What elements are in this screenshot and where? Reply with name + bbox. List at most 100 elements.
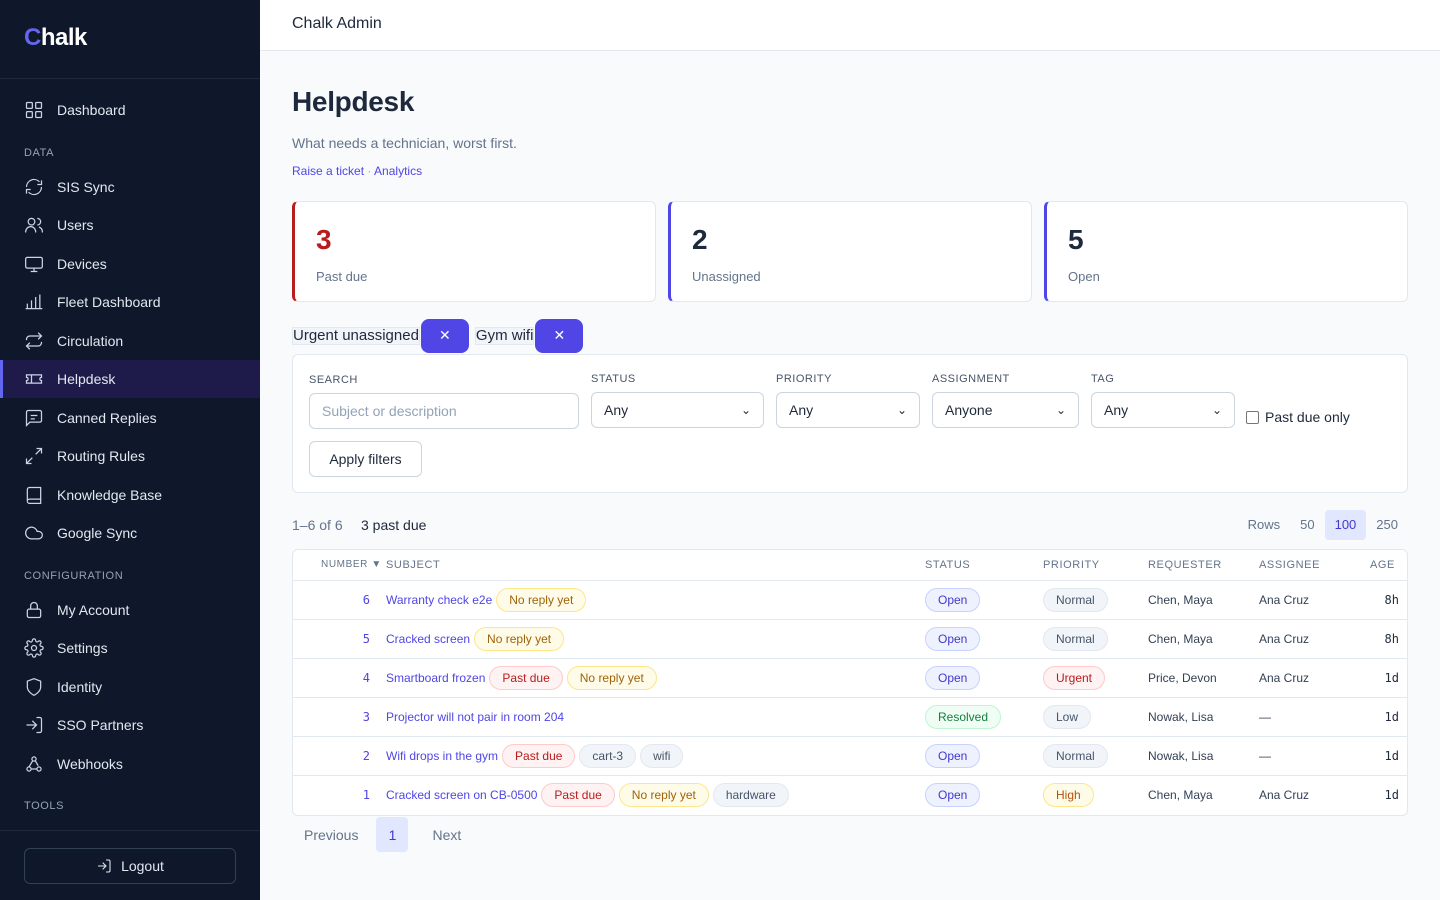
sidebar-item-canned-replies[interactable]: Canned Replies xyxy=(0,399,260,437)
status-cell: Open xyxy=(925,737,981,775)
app-title: Chalk Admin xyxy=(292,15,382,32)
dashboard-icon xyxy=(25,101,43,119)
rows-per-page: Rows 50 100 250 xyxy=(1238,510,1408,540)
sidebar-item-knowledge-base[interactable]: Knowledge Base xyxy=(0,476,260,514)
main-content: Helpdesk What needs a technician, worst … xyxy=(292,51,1408,852)
ticket-number[interactable]: 4 xyxy=(362,671,370,685)
brand-logo[interactable]: Chalk xyxy=(0,0,260,79)
sidebar-item-settings[interactable]: Settings xyxy=(0,629,260,667)
header-requester[interactable]: REQUESTER xyxy=(1148,559,1222,571)
rows-option-250[interactable]: 250 xyxy=(1376,517,1398,532)
ticket-subject-link[interactable]: Warranty check e2e xyxy=(386,593,493,607)
table-row[interactable]: 2 Wifi drops in the gym Past due cart-3 wif… xyxy=(293,737,1407,776)
tag-select[interactable]: Any ⌄ xyxy=(1091,392,1235,428)
ticket-age: 1d xyxy=(1384,788,1399,802)
stat-card-open[interactable]: 5 Open xyxy=(1044,201,1408,302)
ticket-subject-cell: Warranty check e2e No reply yet xyxy=(386,581,590,619)
page-button-1[interactable]: 1 xyxy=(376,817,409,852)
sidebar-item-my-account[interactable]: My Account xyxy=(0,591,260,629)
sidebar-item-sso-partners[interactable]: SSO Partners xyxy=(0,706,260,744)
status-select[interactable]: Any ⌄ xyxy=(591,392,764,428)
sidebar-item-identity[interactable]: Identity xyxy=(0,668,260,706)
table-row[interactable]: 3 Projector will not pair in room 204 Re… xyxy=(293,698,1407,737)
sidebar-item-label: Identity xyxy=(57,678,103,695)
search-input[interactable]: Subject or description xyxy=(309,393,579,429)
status-cell: Open xyxy=(925,581,981,619)
ticket-age: 1d xyxy=(1384,749,1399,763)
ticket-subject-link[interactable]: Projector will not pair in room 204 xyxy=(386,710,565,724)
logout-button[interactable]: Logout xyxy=(24,848,236,884)
priority-cell: High xyxy=(1043,776,1094,814)
sidebar-item-devices[interactable]: Devices xyxy=(0,245,260,283)
lock-icon xyxy=(26,601,42,618)
sidebar-item-dashboard[interactable]: Dashboard xyxy=(0,91,260,129)
rows-option-50[interactable]: 50 xyxy=(1300,517,1315,532)
stat-card-unassigned[interactable]: 2 Unassigned xyxy=(668,201,1032,302)
past-due-only-checkbox[interactable] xyxy=(1246,410,1259,424)
ticket-subject-link[interactable]: Cracked screen on CB-0500 xyxy=(386,788,538,802)
chip-gym-wifi[interactable]: Gym wifi xyxy=(474,326,535,345)
header-age[interactable]: AGE xyxy=(1369,559,1395,571)
table-row[interactable]: 5 Cracked screen No reply yet Open Normal… xyxy=(293,620,1407,659)
sidebar-item-label: Fleet Dashboard xyxy=(57,294,161,310)
header-subject[interactable]: SUBJECT xyxy=(386,559,441,571)
past-due-only-toggle[interactable]: Past due only xyxy=(1246,409,1350,425)
sidebar-item-circulation[interactable]: Circulation xyxy=(0,322,260,360)
sidebar-item-label: Google Sync xyxy=(57,525,138,541)
sidebar-item-routing-rules[interactable]: Routing Rules xyxy=(0,437,260,475)
raise-ticket-link[interactable]: Raise a ticket xyxy=(292,164,365,178)
next-page-button[interactable]: Next xyxy=(432,826,462,843)
rows-option-100[interactable]: 100 xyxy=(1324,510,1367,540)
header-assignee[interactable]: ASSIGNEE xyxy=(1259,559,1321,571)
table-row[interactable]: 1 Cracked screen on CB-0500 Past due No re… xyxy=(293,776,1407,815)
cloud-icon xyxy=(25,526,43,540)
search-placeholder: Subject or description xyxy=(322,403,457,419)
header-status[interactable]: STATUS xyxy=(925,559,971,571)
priority-select[interactable]: Any ⌄ xyxy=(776,392,920,428)
remove-chip-button[interactable]: ✕ xyxy=(420,318,469,353)
ticket-age: 1d xyxy=(1384,710,1399,724)
analytics-link[interactable]: Analytics xyxy=(374,164,423,178)
sidebar-item-webhooks[interactable]: Webhooks xyxy=(0,745,260,783)
ticket-number[interactable]: 3 xyxy=(362,710,370,724)
sidebar-item-label: My Account xyxy=(57,601,130,618)
status-badge: Resolved xyxy=(925,705,1002,729)
header-number[interactable]: NUMBER ▼ xyxy=(321,559,382,570)
monitor-icon xyxy=(25,256,43,272)
ticket-number[interactable]: 6 xyxy=(362,593,370,607)
ticket-subject-link[interactable]: Smartboard frozen xyxy=(386,671,486,685)
ticket-number[interactable]: 5 xyxy=(362,632,370,646)
header-priority[interactable]: PRIORITY xyxy=(1043,559,1100,571)
sidebar-item-users[interactable]: Users xyxy=(0,206,260,244)
priority-badge: Normal xyxy=(1043,588,1108,612)
table-row[interactable]: 4 Smartboard frozen Past due No reply yet … xyxy=(293,659,1407,698)
tickets-table: NUMBER ▼ SUBJECT STATUS PRIORITY REQUEST… xyxy=(292,549,1408,816)
ticket-number[interactable]: 1 xyxy=(362,788,370,802)
logout-label: Logout xyxy=(121,858,164,874)
repeat-icon xyxy=(25,331,43,350)
gear-icon xyxy=(24,638,44,658)
sidebar-item-google-sync[interactable]: Google Sync xyxy=(0,514,260,552)
table-row[interactable]: 6 Warranty check e2e No reply yet Open No… xyxy=(293,581,1407,620)
chevron-down-icon: ⌄ xyxy=(896,403,907,417)
remove-chip-button[interactable]: ✕ xyxy=(535,318,584,353)
sidebar-item-fleet-dashboard[interactable]: Fleet Dashboard xyxy=(0,283,260,321)
priority-badge: Low xyxy=(1043,705,1092,729)
sidebar-item-sis-sync[interactable]: SIS Sync xyxy=(0,168,260,206)
ticket-subject-cell: Projector will not pair in room 204 xyxy=(386,698,568,736)
stat-card-past-due[interactable]: 3 Past due xyxy=(292,201,656,302)
ticket-number[interactable]: 2 xyxy=(362,749,370,763)
sidebar-nav: Dashboard DATA SIS Sync Users Devices Fleet D… xyxy=(0,79,260,821)
status-badge: Open xyxy=(925,783,981,807)
apply-filters-button[interactable]: Apply filters xyxy=(309,441,422,477)
sidebar-item-helpdesk[interactable]: Helpdesk xyxy=(0,360,260,398)
previous-page-button[interactable]: Previous xyxy=(304,826,359,843)
status-badge: Open xyxy=(925,588,981,612)
ticket-subject-link[interactable]: Wifi drops in the gym xyxy=(386,749,499,763)
assignment-select[interactable]: Anyone ⌄ xyxy=(932,392,1079,428)
ticket-subject-link[interactable]: Cracked screen xyxy=(386,632,471,646)
stat-value: 5 xyxy=(1068,224,1084,255)
assignee: Ana Cruz xyxy=(1259,788,1310,802)
chip-urgent-unassigned[interactable]: Urgent unassigned xyxy=(292,326,420,345)
assignee: — xyxy=(1259,749,1271,763)
